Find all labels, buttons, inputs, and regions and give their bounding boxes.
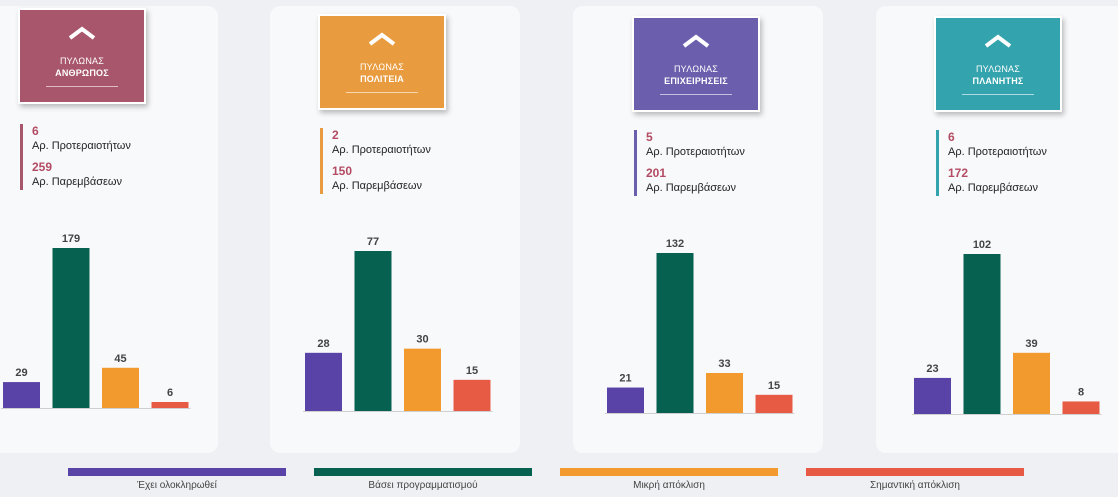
bar-value-label: 45 xyxy=(114,353,126,365)
pillar-label-1: ΠΥΛΩΝΑΣ xyxy=(673,64,719,74)
pillar-label-2: ΑΝΘΡΩΠΟΣ xyxy=(55,68,109,78)
legend-swatch xyxy=(314,468,532,476)
pillar-card-planitis[interactable]: ΠΥΛΩΝΑΣ ΠΛΑΝΗΤΗΣ xyxy=(934,16,1062,112)
pillar-card-politeia[interactable]: ΠΥΛΩΝΑΣ ΠΟΛΙΤΕΙΑ xyxy=(318,14,446,110)
bar-value-label: 15 xyxy=(466,365,478,377)
pillar-underline xyxy=(46,86,118,87)
legend-label: Σημαντική απόκλιση xyxy=(870,480,960,491)
bar-minor[interactable] xyxy=(404,348,441,411)
pillar-label-2: ΠΛΑΝΗΤΗΣ xyxy=(972,76,1024,86)
bar-completed[interactable] xyxy=(305,352,342,411)
priorities-label: Αρ. Προτεραιοτήτων xyxy=(948,146,1047,158)
bar-value-label: 77 xyxy=(367,236,379,248)
pillar-label-2: ΕΠΙΧΕΙΡΗΣΕΙΣ xyxy=(664,76,728,86)
chevron-up-icon xyxy=(682,34,710,48)
bar-major[interactable] xyxy=(151,402,189,408)
interventions-value: 201 xyxy=(646,166,667,180)
pillar-underline xyxy=(962,94,1034,95)
legend-swatch xyxy=(560,468,778,476)
bar-completed[interactable] xyxy=(914,377,951,414)
legend-item-completed: Έχει ολοκληρωθεί xyxy=(68,468,286,491)
legend-swatch xyxy=(68,468,286,476)
legend-item-major: Σημαντική απόκλιση xyxy=(806,468,1024,491)
interventions-label: Αρ. Παρεμβάσεων xyxy=(332,180,422,192)
priorities-value: 5 xyxy=(646,130,653,144)
stats-epixeiriseis: 5 Αρ. Προτεραιοτήτων 201 Αρ. Παρεμβάσεων xyxy=(634,130,745,196)
bar-value-label: 30 xyxy=(416,334,428,346)
pillar-label-1: ΠΥΛΩΝΑΣ xyxy=(59,56,105,66)
bar-chart-0: 29 179 45 6 xyxy=(1,233,191,409)
priorities-label: Αρ. Προτεραιοτήτων xyxy=(646,146,745,158)
bar-completed[interactable] xyxy=(3,382,40,408)
pillar-label-2: ΠΟΛΙΤΕΙΑ xyxy=(360,74,404,84)
priorities-value: 6 xyxy=(948,130,955,144)
chevron-up-icon xyxy=(368,32,396,46)
bar-value-label: 39 xyxy=(1025,338,1037,350)
legend-item-scheduled: Βάσει προγραμματισμού xyxy=(314,468,532,491)
pillar-underline xyxy=(660,94,732,95)
bar-value-label: 8 xyxy=(1078,386,1084,398)
bar-major[interactable] xyxy=(755,394,793,413)
legend-label: Βάσει προγραμματισμού xyxy=(368,480,478,491)
bar-chart-3: 23 102 39 8 xyxy=(912,239,1102,415)
bar-scheduled[interactable] xyxy=(354,251,392,411)
bar-value-label: 21 xyxy=(619,373,631,385)
chevron-up-icon xyxy=(68,26,96,40)
bar-value-label: 15 xyxy=(768,380,780,392)
pillar-label-1: ΠΥΛΩΝΑΣ xyxy=(359,62,405,72)
bar-value-label: 179 xyxy=(62,233,80,245)
stats-politeia: 2 Αρ. Προτεραιοτήτων 150 Αρ. Παρεμβάσεων xyxy=(320,128,431,194)
bar-completed[interactable] xyxy=(607,387,644,413)
bar-value-label: 28 xyxy=(317,338,329,350)
bar-value-label: 102 xyxy=(973,239,991,251)
legend-item-minor: Μικρή απόκλιση xyxy=(560,468,778,491)
pillar-card-anthropos[interactable]: ΠΥΛΩΝΑΣ ΑΝΘΡΩΠΟΣ xyxy=(18,8,146,104)
priorities-value: 2 xyxy=(332,128,339,142)
priorities-label: Αρ. Προτεραιοτήτων xyxy=(32,140,131,152)
bar-chart-1: 28 77 30 15 xyxy=(303,236,493,412)
bar-value-label: 132 xyxy=(666,238,684,250)
bar-scheduled[interactable] xyxy=(52,248,90,408)
legend-label: Έχει ολοκληρωθεί xyxy=(137,480,217,491)
pillar-underline xyxy=(346,92,418,93)
interventions-value: 259 xyxy=(32,160,53,174)
bar-major[interactable] xyxy=(453,379,491,411)
interventions-value: 150 xyxy=(332,164,353,178)
bar-value-label: 23 xyxy=(926,363,938,375)
interventions-value: 172 xyxy=(948,166,969,180)
priorities-label: Αρ. Προτεραιοτήτων xyxy=(332,144,431,156)
bar-minor[interactable] xyxy=(706,373,743,413)
bar-minor[interactable] xyxy=(1013,352,1050,414)
interventions-label: Αρ. Παρεμβάσεων xyxy=(646,182,736,194)
bar-minor[interactable] xyxy=(102,367,139,408)
interventions-label: Αρ. Παρεμβάσεων xyxy=(32,176,122,188)
bar-scheduled[interactable] xyxy=(656,253,694,413)
stats-planitis: 6 Αρ. Προτεραιοτήτων 172 Αρ. Παρεμβάσεων xyxy=(936,130,1047,196)
legend-swatch xyxy=(806,468,1024,476)
bar-scheduled[interactable] xyxy=(963,254,1001,414)
legend-label: Μικρή απόκλιση xyxy=(633,480,705,491)
bar-value-label: 6 xyxy=(167,387,173,399)
stats-anthropos: 6 Αρ. Προτεραιοτήτων 259 Αρ. Παρεμβάσεων xyxy=(20,124,131,190)
pillar-label-1: ΠΥΛΩΝΑΣ xyxy=(975,64,1021,74)
bar-value-label: 33 xyxy=(718,358,730,370)
interventions-label: Αρ. Παρεμβάσεων xyxy=(948,182,1038,194)
pillar-card-epixeiriseis[interactable]: ΠΥΛΩΝΑΣ ΕΠΙΧΕΙΡΗΣΕΙΣ xyxy=(632,16,760,112)
bar-value-label: 29 xyxy=(15,367,27,379)
chevron-up-icon xyxy=(984,34,1012,48)
bar-chart-2: 21 132 33 15 xyxy=(605,238,795,414)
bar-major[interactable] xyxy=(1062,401,1100,414)
priorities-value: 6 xyxy=(32,124,39,138)
